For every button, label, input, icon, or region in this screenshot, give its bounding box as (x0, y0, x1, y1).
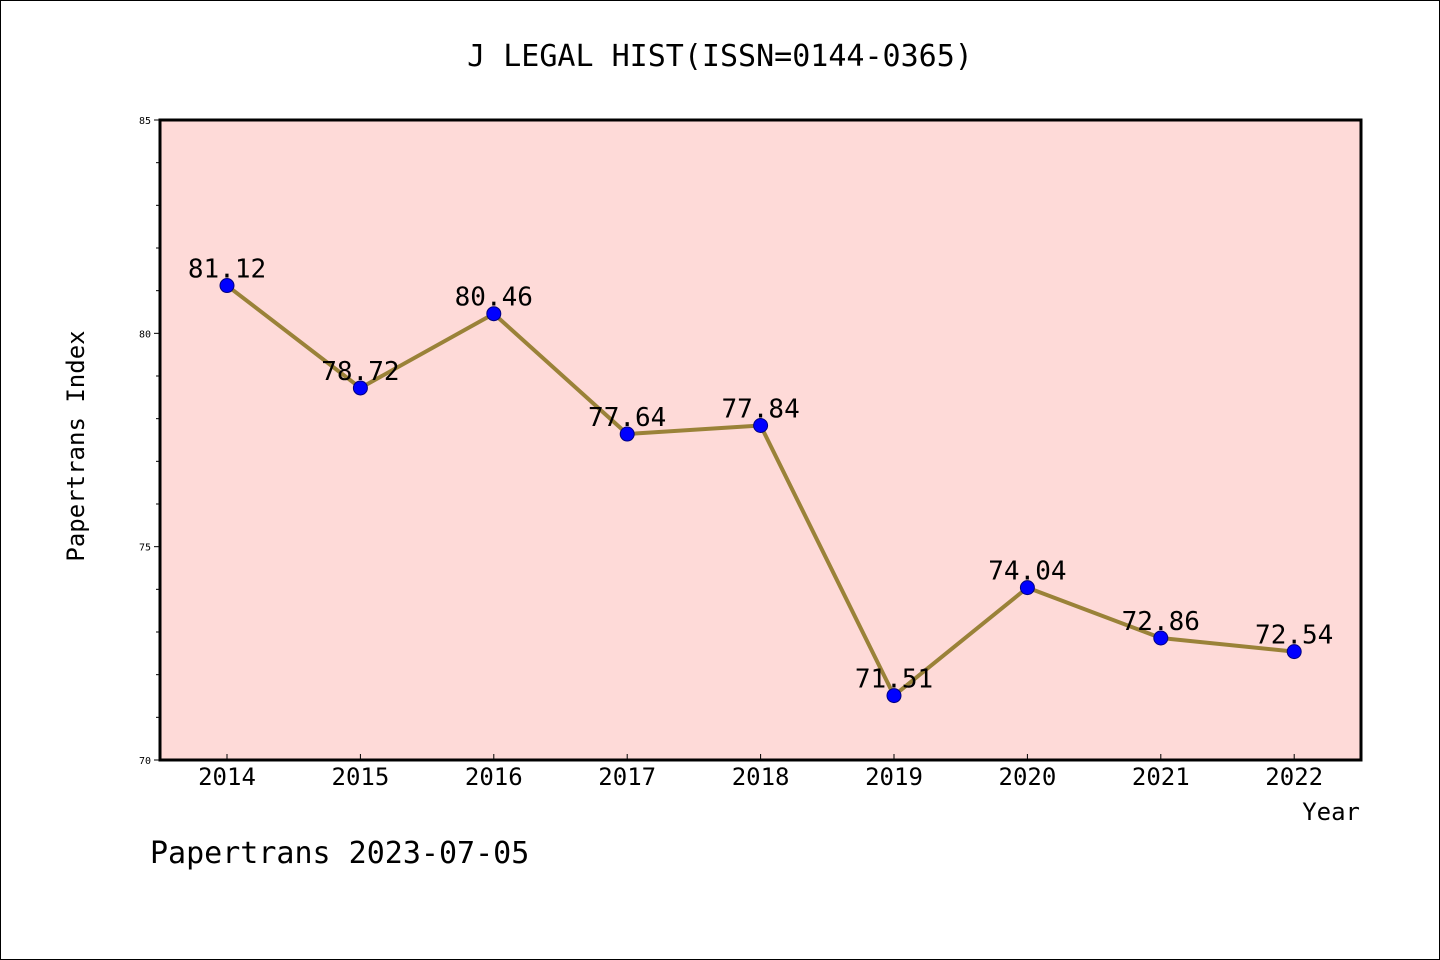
data-point (619, 426, 635, 442)
data-label: 72.86 (1122, 607, 1200, 637)
x-tick-label: 2022 (1265, 763, 1323, 791)
x-tick-label: 2018 (732, 763, 790, 791)
series-layer (219, 278, 1302, 704)
x-axis: 2014 2015 2016 2017 2018 2019 2020 2021 2022 (198, 754, 1323, 791)
x-tick-label: 2021 (1132, 763, 1190, 791)
y-tick-label: 80 (139, 329, 151, 340)
data-point (1153, 630, 1169, 646)
data-label: 77.64 (588, 403, 666, 433)
data-point (753, 417, 769, 433)
data-label: 71.51 (855, 665, 933, 695)
data-point (1286, 644, 1302, 660)
data-point (352, 380, 368, 396)
data-label: 81.12 (188, 255, 266, 285)
data-label: 77.84 (721, 394, 799, 424)
data-label: 78.72 (321, 357, 399, 387)
x-axis-label: Year (1302, 798, 1360, 826)
data-label: 74.04 (988, 557, 1066, 587)
x-tick-label: 2020 (999, 763, 1057, 791)
x-tick-label: 2016 (465, 763, 523, 791)
data-label: 80.46 (455, 283, 533, 313)
x-tick-label: 2015 (332, 763, 390, 791)
x-tick-label: 2017 (598, 763, 656, 791)
data-label: 72.54 (1255, 621, 1333, 651)
y-axis: 70 75 80 85 (139, 116, 160, 767)
y-tick-label: 75 (139, 543, 151, 554)
x-tick-label: 2014 (198, 763, 256, 791)
footer-text: Papertrans 2023-07-05 (150, 836, 529, 871)
data-point (486, 306, 502, 322)
y-tick-label: 85 (139, 116, 151, 127)
y-tick-label: 70 (139, 756, 151, 767)
data-point (219, 278, 235, 294)
data-labels: 81.12 78.72 80.46 77.64 77.84 71.51 74.04 72.86… (188, 255, 1333, 695)
y-axis-label: Papertrans Index (62, 330, 90, 561)
chart-title: J LEGAL HIST(ISSN=0144-0365) (467, 39, 973, 74)
plot-area (158, 118, 1363, 762)
data-point (1019, 580, 1035, 596)
data-point (886, 688, 902, 704)
x-tick-label: 2019 (865, 763, 923, 791)
